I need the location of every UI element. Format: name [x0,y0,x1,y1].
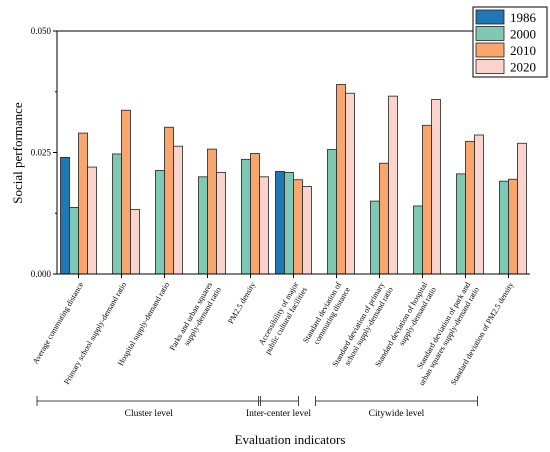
y-tick-label-2: 0.050 [31,26,52,36]
bar-2000-1 [112,153,122,275]
group-label-0: Cluster level [125,409,174,419]
bar-2010-6 [336,84,346,275]
legend-swatch-2000 [475,26,505,41]
bar-2020-1 [130,208,140,275]
legend-label-2010: 2010 [510,43,536,58]
x-category-label-2: Hospital supply-demand ratio [116,281,171,368]
bar-2010-1 [121,109,131,275]
bar-2020-3 [216,172,226,275]
bar-2010-7 [379,162,389,275]
bar-2010-9 [465,140,475,275]
legend-swatch-2010 [475,42,505,58]
bar-2010-0 [78,132,88,275]
bar-2020-4 [259,176,269,275]
bar-2020-2 [173,145,183,275]
bar-2000-10 [499,180,509,275]
bar-2000-2 [155,170,165,275]
bar-2000-7 [370,200,380,275]
legend-label-1986: 1986 [510,10,537,25]
legend-label-2020: 2020 [510,60,536,75]
bar-2010-4 [250,153,260,275]
bars-layer [60,84,527,275]
y-tick-label-0: 0.000 [31,269,52,279]
bar-1986-5 [275,171,285,275]
group-label-2: Citywide level [369,409,425,419]
bar-2000-9 [456,173,466,275]
bar-2010-3 [207,148,217,275]
bar-2020-10 [517,142,527,275]
bar-2020-5 [302,186,312,275]
x-category-label-line: PM2.5 density [226,281,257,326]
group-label-1: Inter-center level [246,409,311,419]
bar-2000-8 [413,205,423,275]
x-category-label-3: Parks and urban squaressupply-demand rat… [168,281,223,358]
legend-swatch-1986 [475,9,505,25]
bar-2010-10 [508,178,518,275]
bar-2020-0 [87,166,97,275]
x-category-label-line: Average commuting distance [31,280,86,366]
y-axis-title: Social performance [10,102,25,204]
bar-1986-0 [60,156,70,275]
bar-2020-7 [388,95,398,275]
x-category-label-line: Hospital supply-demand ratio [116,281,171,368]
x-axis-title: Evaluation indicators [235,432,346,447]
bar-2020-9 [474,134,484,275]
bar-2000-0 [69,207,79,275]
bar-2000-5 [284,172,294,275]
bar-2010-8 [422,124,432,275]
legend-swatch-2020 [475,59,505,74]
bar-2000-4 [241,158,251,275]
bar-2010-5 [293,179,303,275]
y-tick-label-1: 0.025 [31,148,52,158]
bar-2020-6 [345,92,355,275]
bar-2000-3 [198,176,208,275]
bar-2010-2 [164,126,174,275]
legend-label-2000: 2000 [510,27,536,42]
x-category-label-4: PM2.5 density [226,281,257,326]
axes-layer: 0.000 0.025 0.050 [31,26,530,279]
bar-2020-8 [431,99,441,275]
group-brackets-layer: Cluster level Inter-center level Citywide … [36,396,478,419]
x-category-label-5: Accessibility of majorpublic cultural fa… [254,280,309,356]
x-category-label-0: Average commuting distance [31,280,86,366]
bar-2000-6 [327,149,337,275]
